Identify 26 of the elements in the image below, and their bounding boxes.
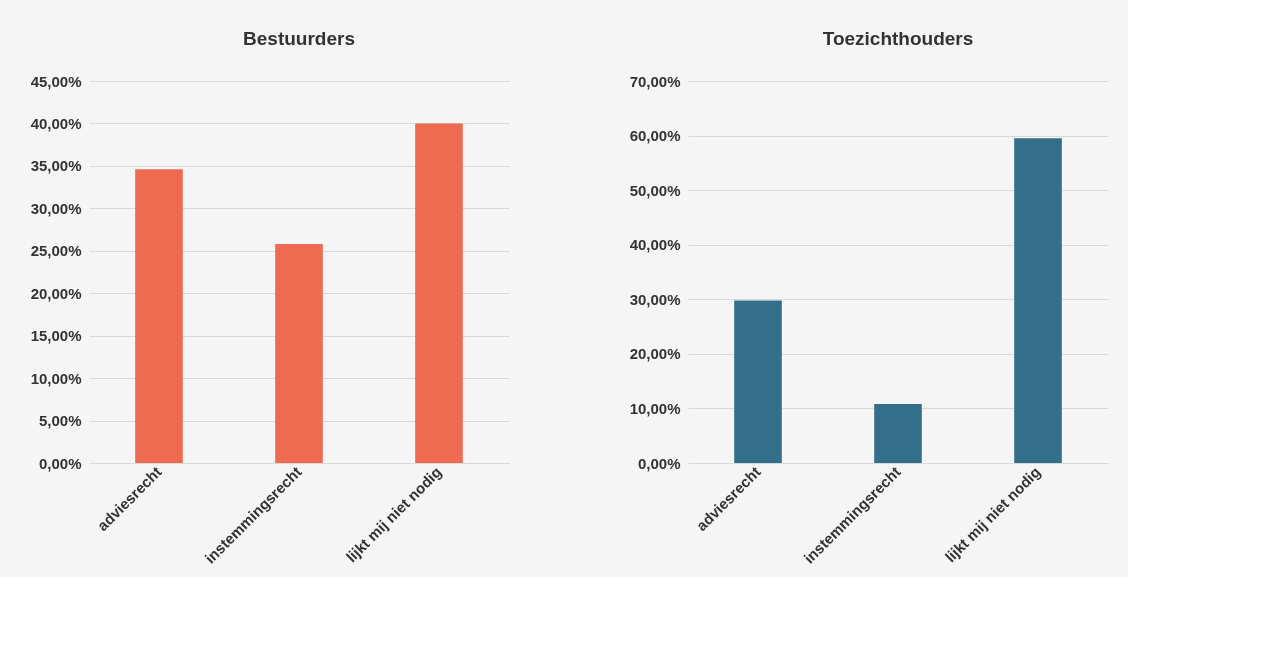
bar [734, 300, 782, 463]
y-tick-label: 0,00% [38, 454, 82, 472]
bar [1014, 138, 1062, 463]
bar [275, 243, 323, 463]
y-tick-label: 0,00% [637, 454, 681, 472]
chart-title: Toezichthouders [822, 28, 974, 49]
y-tick-label: 30,00% [629, 290, 681, 308]
y-tick-label: 45,00% [30, 72, 82, 90]
y-tick-label: 40,00% [30, 114, 82, 132]
y-tick-label: 35,00% [30, 157, 82, 175]
y-tick-label: 60,00% [629, 127, 681, 145]
y-tick-label: 20,00% [30, 284, 82, 302]
bar [874, 404, 922, 463]
bar [135, 169, 183, 463]
y-tick-label: 10,00% [629, 399, 681, 417]
y-tick-label: 50,00% [629, 181, 681, 199]
bar [415, 123, 463, 463]
y-tick-label: 30,00% [30, 199, 82, 217]
chart-title: Bestuurders [243, 28, 355, 49]
y-tick-label: 20,00% [629, 345, 681, 363]
y-tick-label: 10,00% [30, 369, 82, 387]
y-tick-label: 25,00% [30, 242, 82, 260]
y-tick-label: 40,00% [629, 236, 681, 254]
y-tick-label: 5,00% [38, 412, 82, 430]
y-tick-label: 15,00% [30, 327, 82, 345]
y-tick-label: 70,00% [629, 72, 681, 90]
